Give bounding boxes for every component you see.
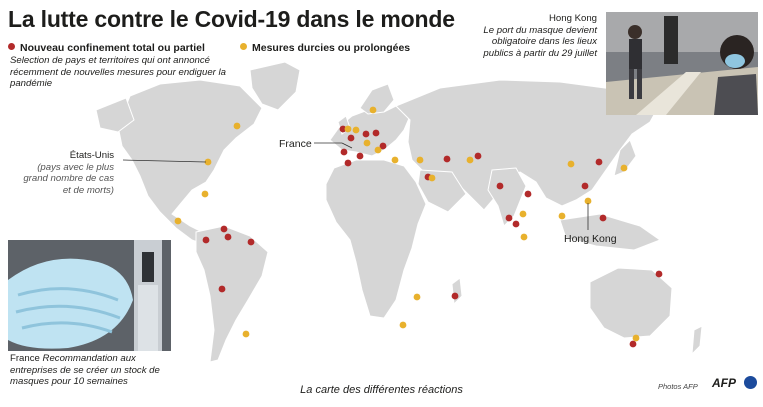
map-caption: La carte des différentes réactions (300, 384, 463, 396)
yellow-marker (201, 190, 209, 198)
red-marker (356, 152, 364, 160)
legend-yellow-label: Mesures durcies ou prolongées (252, 42, 411, 54)
hong-kong-photo (606, 12, 758, 115)
red-marker (524, 190, 532, 198)
france-box-text: Recommandation aux entreprises de se cré… (10, 353, 160, 387)
red-marker (362, 130, 370, 138)
red-marker (512, 220, 520, 228)
red-marker (474, 152, 482, 160)
photo-credit: Photos AFP (658, 382, 698, 391)
yellow-marker (344, 125, 352, 133)
yellow-marker (428, 174, 436, 182)
france-box-place: France (10, 353, 40, 364)
hong-kong-box-text: Le port du masque devient obligatoire da… (483, 24, 597, 59)
us-box-place: États-Unis (69, 150, 114, 161)
red-marker (220, 225, 228, 233)
red-marker (443, 155, 451, 163)
yellow-marker (520, 233, 528, 241)
leader-lines (122, 142, 589, 230)
red-marker (224, 233, 232, 241)
red-marker (379, 142, 387, 150)
yellow-marker (174, 217, 182, 225)
agency-logo-icon (744, 376, 757, 389)
legend-red-label: Nouveau confinement total ou partiel (20, 42, 205, 54)
hong-kong-box-place: Hong Kong (548, 13, 597, 24)
yellow-marker (413, 293, 421, 301)
red-marker (655, 270, 663, 278)
yellow-marker (466, 156, 474, 164)
yellow-marker (567, 160, 575, 168)
yellow-marker (391, 156, 399, 164)
yellow-marker (363, 139, 371, 147)
yellow-marker (369, 106, 377, 114)
legend-red: Nouveau confinement total ou partiel (8, 42, 205, 54)
markers (174, 106, 663, 348)
us-box: États-Unis (pays avec le plus grand nomb… (22, 150, 114, 196)
red-marker (629, 340, 637, 348)
yellow-marker (399, 321, 407, 329)
yellow-marker (416, 156, 424, 164)
yellow-dot-icon (240, 43, 247, 50)
agency-name: AFP (712, 376, 736, 390)
red-marker (247, 238, 255, 246)
yellow-marker (620, 164, 628, 172)
selection-note: Selection de pays et territoires qui ont… (10, 55, 226, 89)
red-marker (505, 214, 513, 222)
france-box: France Recommandation aux entreprises de… (10, 353, 170, 388)
red-marker (451, 292, 459, 300)
yellow-marker (233, 122, 241, 130)
yellow-marker (632, 334, 640, 342)
yellow-marker (242, 330, 250, 338)
red-dot-icon (8, 43, 15, 50)
legend-yellow: Mesures durcies ou prolongées (240, 42, 410, 54)
yellow-marker (519, 210, 527, 218)
red-marker (595, 158, 603, 166)
red-marker (339, 125, 347, 133)
yellow-marker (584, 197, 592, 205)
yellow-marker (204, 158, 212, 166)
red-marker (347, 134, 355, 142)
red-marker (581, 182, 589, 190)
yellow-marker (374, 146, 382, 154)
land (95, 61, 703, 363)
red-marker (372, 129, 380, 137)
us-box-text: (pays avec le plus grand nombre de cas e… (23, 161, 114, 196)
hong-kong-box: Hong Kong Le port du masque devient obli… (467, 13, 597, 59)
red-marker (344, 159, 352, 167)
page-title: La lutte contre le Covid-19 dans le mond… (8, 6, 455, 32)
red-marker (599, 214, 607, 222)
hong-kong-map-label: Hong Kong (564, 233, 617, 245)
red-marker (496, 182, 504, 190)
yellow-marker (558, 212, 566, 220)
red-marker (202, 236, 210, 244)
france-map-label: France (279, 138, 312, 150)
red-marker (340, 148, 348, 156)
mask-photo (8, 240, 171, 351)
yellow-marker (352, 126, 360, 134)
red-marker (218, 285, 226, 293)
